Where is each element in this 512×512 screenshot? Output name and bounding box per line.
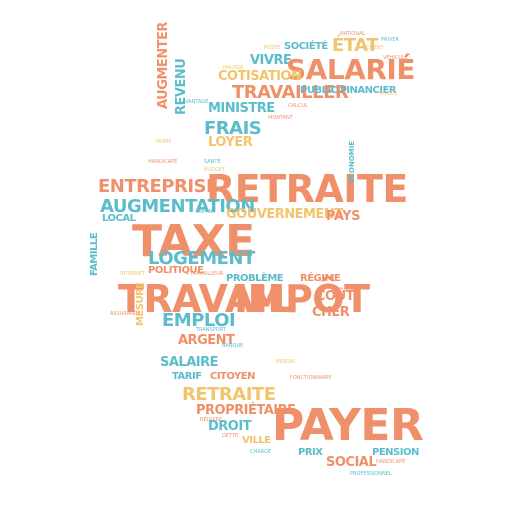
word-impot: IMPÔT xyxy=(234,277,370,321)
word-revenu: REVENU xyxy=(174,58,189,115)
word-budget: BUDGET xyxy=(204,167,226,173)
word-prix: PRIX xyxy=(298,447,323,458)
word-local: LOCAL xyxy=(102,213,136,224)
word-pays: PAYS xyxy=(326,209,360,224)
word-salaire: SALAIRE xyxy=(160,355,219,370)
word-gouvernement: GOUVERNEMENT xyxy=(226,207,343,222)
word-assurance: ASSURANCE xyxy=(110,311,141,317)
word-retraite-main: RETRAITE xyxy=(206,167,408,211)
word-social: SOCIAL xyxy=(326,455,377,470)
word-vehicule: VÉHICULE xyxy=(383,55,408,61)
word-enfant: ENFANT xyxy=(196,209,216,215)
word-ministre: MINISTRE xyxy=(208,101,275,116)
word-reduire: RÉDUIRE xyxy=(200,417,223,423)
word-national: NATIONAL xyxy=(340,31,366,37)
word-frais: FRAIS xyxy=(204,118,262,139)
word-regime: RÉGIME xyxy=(300,273,341,284)
word-travailleur: TRAVAILLEUR xyxy=(190,271,224,277)
word-societe: SOCIÉTÉ xyxy=(284,41,328,52)
word-taxe: TAXE xyxy=(132,216,255,267)
word-calcul: CALCUL xyxy=(288,103,308,109)
word-argent: ARGENT xyxy=(178,333,235,348)
word-retraite-small: RETRAITE xyxy=(182,384,276,405)
word-acces: ACCÈS xyxy=(380,91,397,97)
word-droit: DROIT xyxy=(208,419,252,434)
word-priver: PRIVER xyxy=(381,37,400,43)
word-pension: PENSION xyxy=(372,447,419,458)
word-sante: SANTÉ xyxy=(204,159,221,165)
word-charge: CHARGE xyxy=(250,449,272,455)
word-famille: FAMILLE xyxy=(89,232,100,276)
word-avantage: AVANTAGE xyxy=(182,99,209,105)
word-augmenter: AUGMENTER xyxy=(156,22,171,109)
word-probleme: PROBLÈME xyxy=(226,273,284,284)
word-vivre: VIVRE xyxy=(250,53,292,68)
word-cout: COÛT xyxy=(316,289,355,304)
word-mesure: MESURE xyxy=(135,282,146,326)
word-handicape-bottom: HANDICAPÉ xyxy=(376,459,406,465)
word-emploi: EMPLOI xyxy=(162,310,236,331)
word-besoin: BESOIN xyxy=(276,359,295,365)
word-financier: FINANCIER xyxy=(340,85,397,96)
word-proprietaire: PROPRIÉTAIRE xyxy=(196,403,296,418)
word-cotisation: COTISATION xyxy=(218,69,302,84)
word-travail: TRAVAIL xyxy=(118,277,292,321)
word-handicape-top: HANDICAPÉ xyxy=(148,159,178,165)
word-cher: CHER xyxy=(312,305,350,320)
word-logement: LOGEMENT xyxy=(148,248,255,269)
word-professionnel: PROFESSIONNEL xyxy=(350,471,392,477)
word-augmentation: AUGMENTATION xyxy=(100,196,255,217)
word-etat: ÉTAT xyxy=(332,35,379,56)
word-client: CLIENT xyxy=(366,45,384,51)
word-politique: POLITIQUE xyxy=(148,265,204,276)
word-prime: PRIME xyxy=(156,139,172,145)
word-payer: PAYER xyxy=(272,400,424,451)
word-economie: ÉCONOMIE xyxy=(348,140,356,183)
word-poste: POSTE xyxy=(264,45,281,51)
word-banque: BANQUE xyxy=(222,343,244,349)
word-dette: DETTE xyxy=(222,433,239,439)
word-internet: INTERNET xyxy=(120,271,145,277)
word-loyer: LOYER xyxy=(208,135,253,150)
word-public: PUBLIC xyxy=(300,85,338,96)
word-entreprise: ENTREPRISE xyxy=(98,176,218,197)
word-salarie: SALARIÉ xyxy=(286,53,415,86)
word-travailler: TRAVAILLER xyxy=(232,82,349,103)
word-fonctionnaire: FONCTIONNAIRE xyxy=(290,375,332,381)
word-montant: MONTANT xyxy=(268,115,293,121)
word-citoyen: CITOYEN xyxy=(210,371,255,382)
word-hausse: HAUSSE xyxy=(223,65,244,71)
word-ville: VILLE xyxy=(242,435,271,446)
word-transport: TRANSPORT xyxy=(196,327,226,333)
word-tarif: TARIF xyxy=(172,371,202,382)
